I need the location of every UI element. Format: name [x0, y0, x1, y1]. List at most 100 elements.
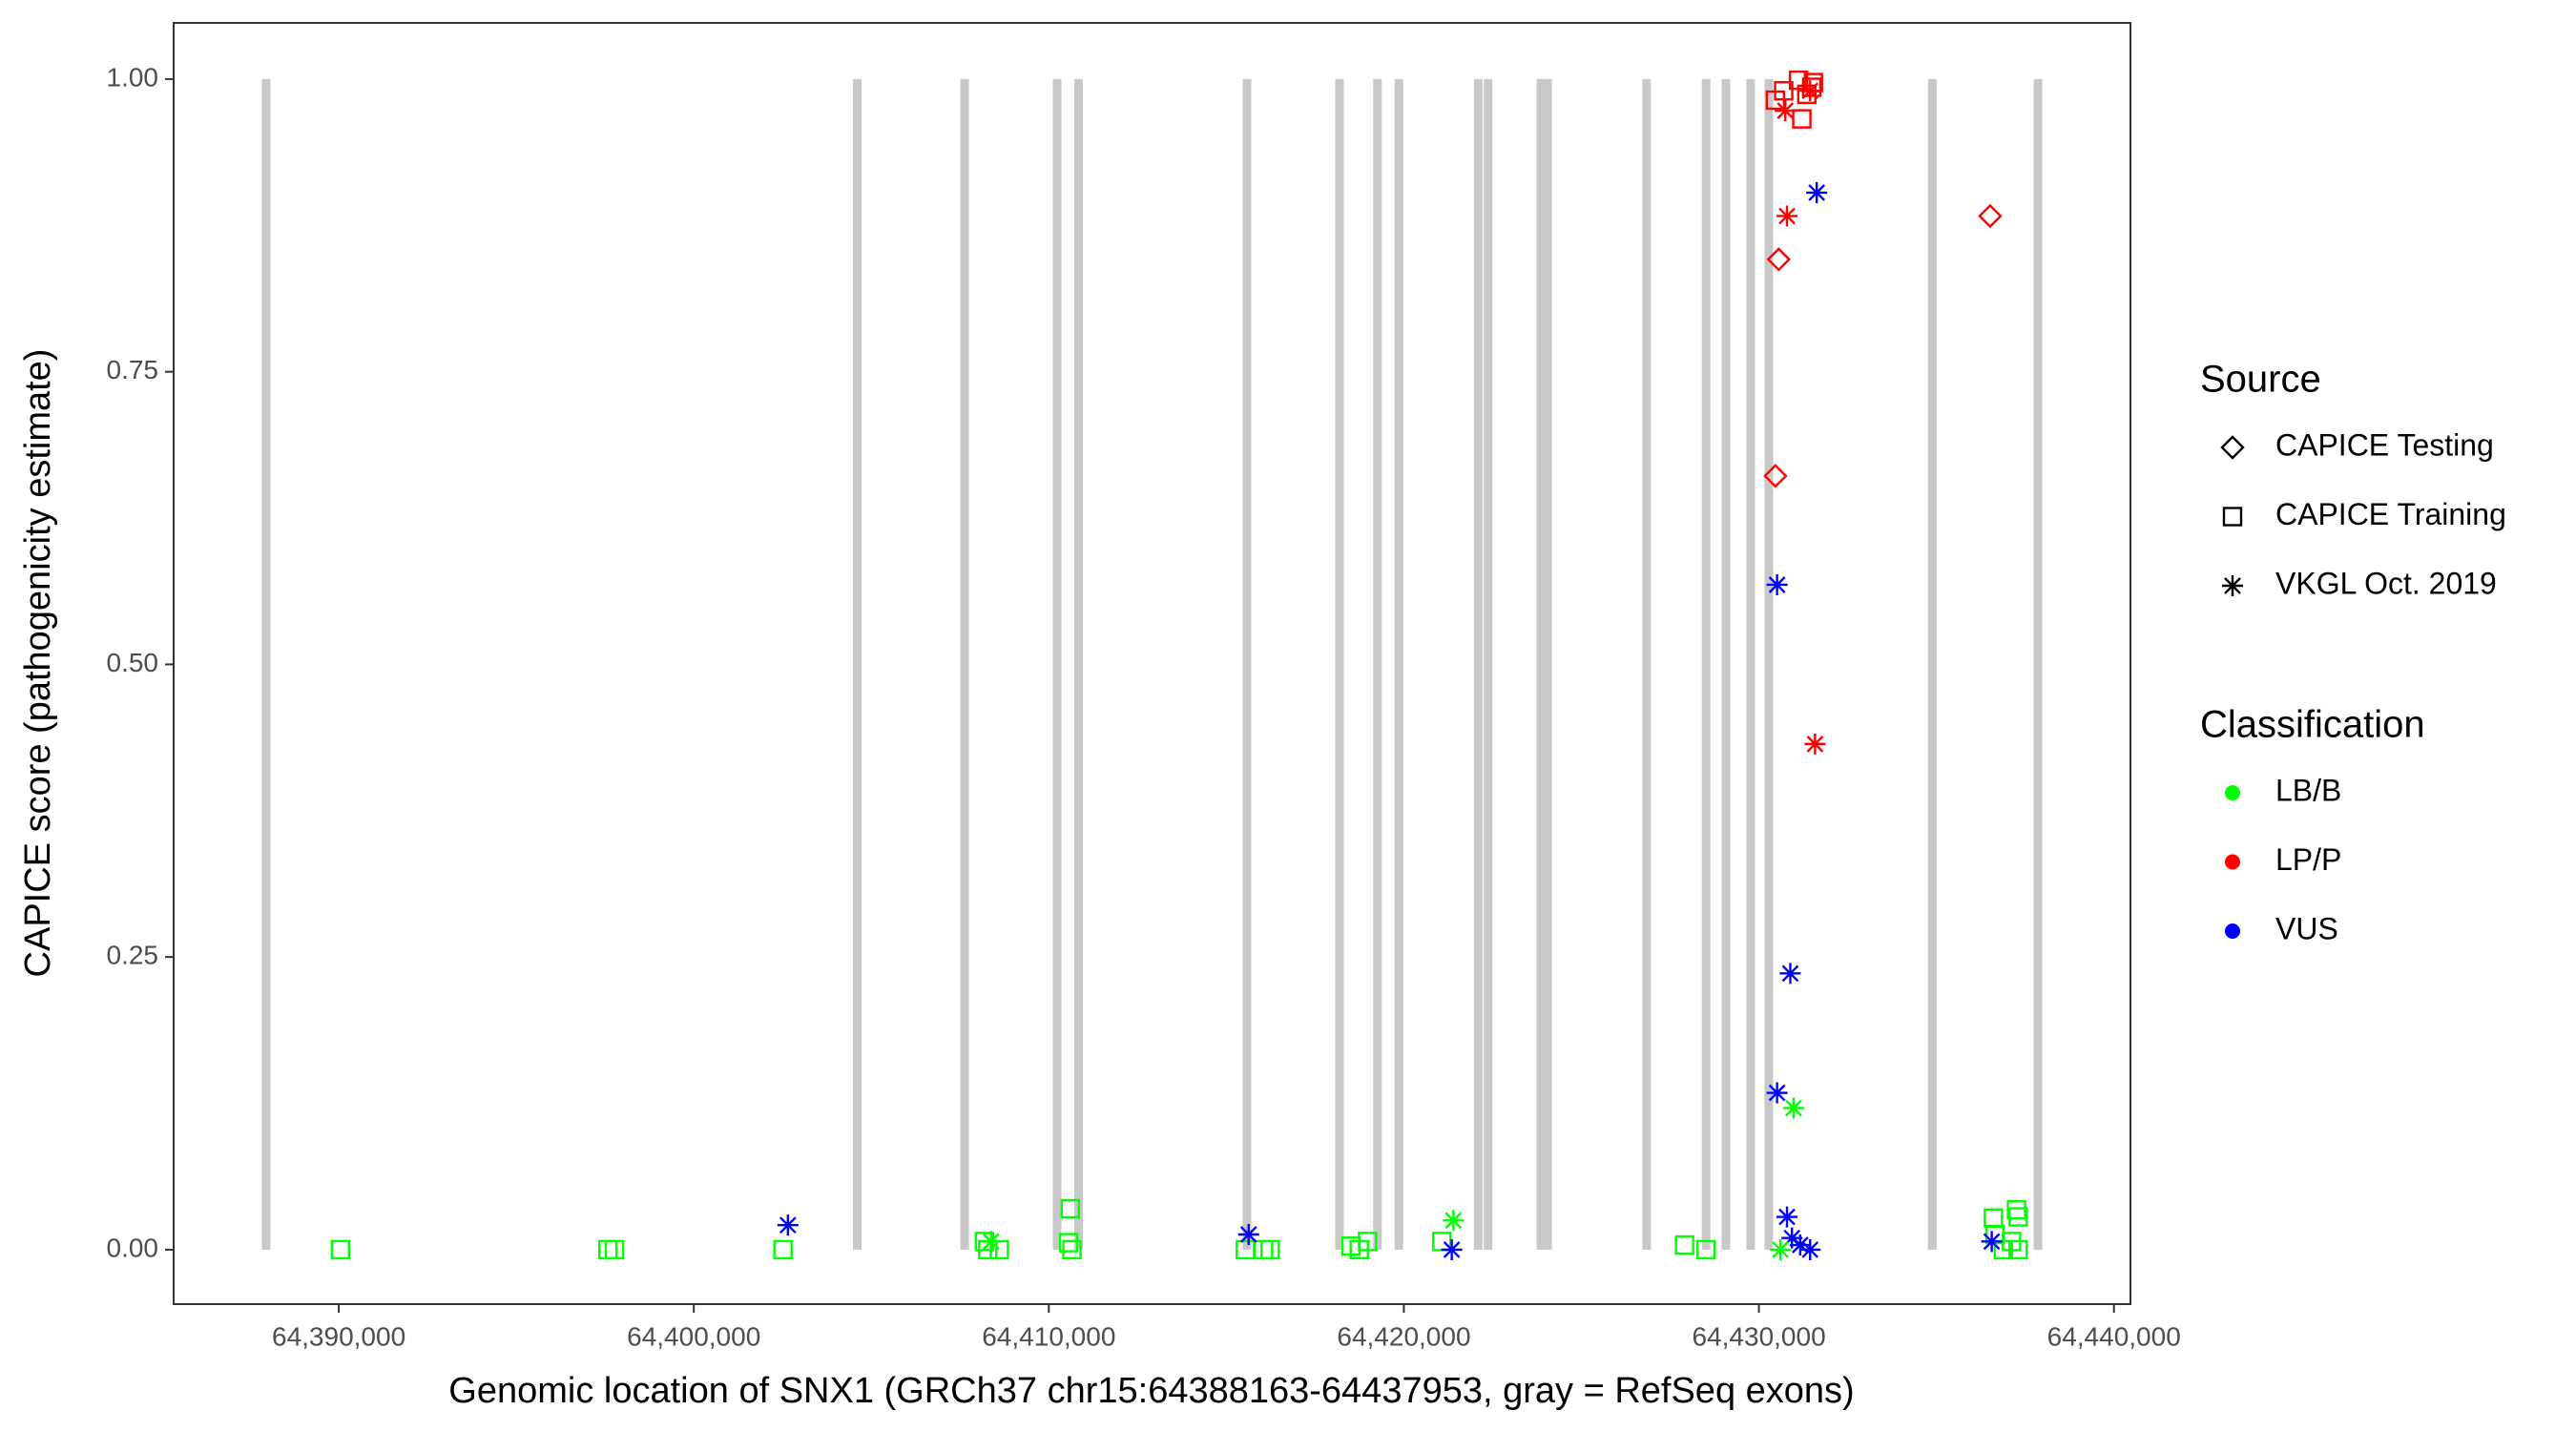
point: [1060, 1198, 1081, 1219]
exon: [1701, 78, 1711, 1250]
point: [1801, 77, 1822, 97]
x-tick-label: 64,390,000: [272, 1321, 405, 1351]
diamond: [1978, 203, 2003, 229]
x-tick-label: 64,430,000: [1693, 1321, 1826, 1351]
exon: [1764, 78, 1774, 1250]
exon: [1484, 78, 1493, 1250]
point: [1254, 1239, 1274, 1260]
square: [1797, 84, 1817, 105]
x-axis-title: Genomic location of SNX1 (GRCh37 chr15:6…: [448, 1371, 1854, 1411]
exon: [1642, 78, 1652, 1250]
point: [1766, 1082, 1788, 1104]
star: [2222, 575, 2243, 596]
legend-label: CAPICE Testing: [2275, 427, 2494, 462]
point: [1770, 1238, 1792, 1260]
point: [1776, 205, 1798, 227]
point: [1774, 80, 1794, 101]
point: [2008, 1239, 2028, 1260]
star: [777, 1214, 799, 1236]
legend-symbol: [2225, 923, 2240, 939]
star: [1770, 1238, 1792, 1260]
legend-label: VKGL Oct. 2019: [2275, 566, 2497, 600]
square: [1260, 1239, 1280, 1260]
legend-title: Classification: [2200, 704, 2425, 746]
point: [1981, 1231, 2003, 1253]
square: [1060, 1198, 1081, 1219]
square: [597, 1239, 618, 1260]
star: [1789, 1234, 1811, 1256]
square: [1358, 1232, 1378, 1252]
point: [1993, 1239, 2013, 1260]
point: [777, 1214, 799, 1236]
x-tick-label: 64,410,000: [982, 1321, 1115, 1351]
legend-label: LB/B: [2275, 773, 2341, 807]
star: [1776, 205, 1798, 227]
point: [1806, 181, 1828, 203]
point: [1792, 109, 1812, 129]
legend-label: CAPICE Training: [2275, 497, 2506, 531]
star: [1804, 733, 1826, 755]
x-tick-label: 64,440,000: [2047, 1321, 2181, 1351]
point: [1766, 247, 1792, 272]
square: [1058, 1233, 1079, 1253]
exon: [1927, 78, 1937, 1250]
square: [1695, 1239, 1716, 1260]
square: [2008, 1207, 2028, 1227]
point: [597, 1239, 618, 1260]
exon: [1543, 78, 1552, 1250]
square: [1432, 1232, 1452, 1252]
legend-symbol: [2225, 854, 2240, 870]
star: [1443, 1210, 1465, 1232]
exon: [1721, 78, 1731, 1250]
square: [1254, 1239, 1274, 1260]
point: [1775, 100, 1797, 122]
diamond: [2220, 435, 2245, 460]
exon: [1536, 78, 1546, 1250]
star: [1782, 1097, 1804, 1119]
point: [1799, 80, 1821, 102]
y-tick-label: 0.25: [107, 941, 159, 970]
point: [604, 1239, 625, 1260]
exon: [960, 78, 969, 1250]
point: [1358, 1232, 1378, 1252]
point: [1782, 1097, 1804, 1119]
y-tick-label: 0.50: [107, 648, 159, 677]
point: [1766, 573, 1788, 595]
exon: [1242, 78, 1252, 1250]
square: [604, 1239, 625, 1260]
legend-label: LP/P: [2275, 842, 2341, 877]
star: [980, 1231, 1002, 1253]
square: [330, 1239, 351, 1260]
square: [1792, 109, 1812, 129]
exon: [1394, 78, 1403, 1250]
star: [1806, 181, 1828, 203]
point: [1062, 1239, 1082, 1260]
square: [1674, 1234, 1694, 1255]
y-tick-label: 0.00: [107, 1233, 159, 1262]
point: [330, 1239, 351, 1260]
y-tick-label: 0.75: [107, 355, 159, 384]
square: [2222, 507, 2243, 527]
square: [1774, 80, 1794, 101]
point: [773, 1239, 793, 1260]
square: [1062, 1239, 1082, 1260]
square: [2006, 1200, 2026, 1220]
square: [1993, 1239, 2013, 1260]
y-axis-title: CAPICE score (pathogenicity estimate): [18, 349, 58, 978]
exon: [1473, 78, 1483, 1250]
point: [1260, 1239, 1280, 1260]
point: [1443, 1210, 1465, 1232]
star: [1981, 1231, 2003, 1253]
star: [1799, 80, 1821, 102]
legend-label: VUS: [2275, 911, 2338, 945]
exon: [261, 78, 271, 1250]
diamond: [1763, 464, 1788, 488]
legend-title: Source: [2200, 359, 2321, 401]
legend-symbol: [2222, 575, 2243, 596]
point: [1674, 1234, 1694, 1255]
diamond: [1766, 247, 1792, 272]
point: [1237, 1223, 1259, 1245]
point: [1978, 203, 2003, 229]
